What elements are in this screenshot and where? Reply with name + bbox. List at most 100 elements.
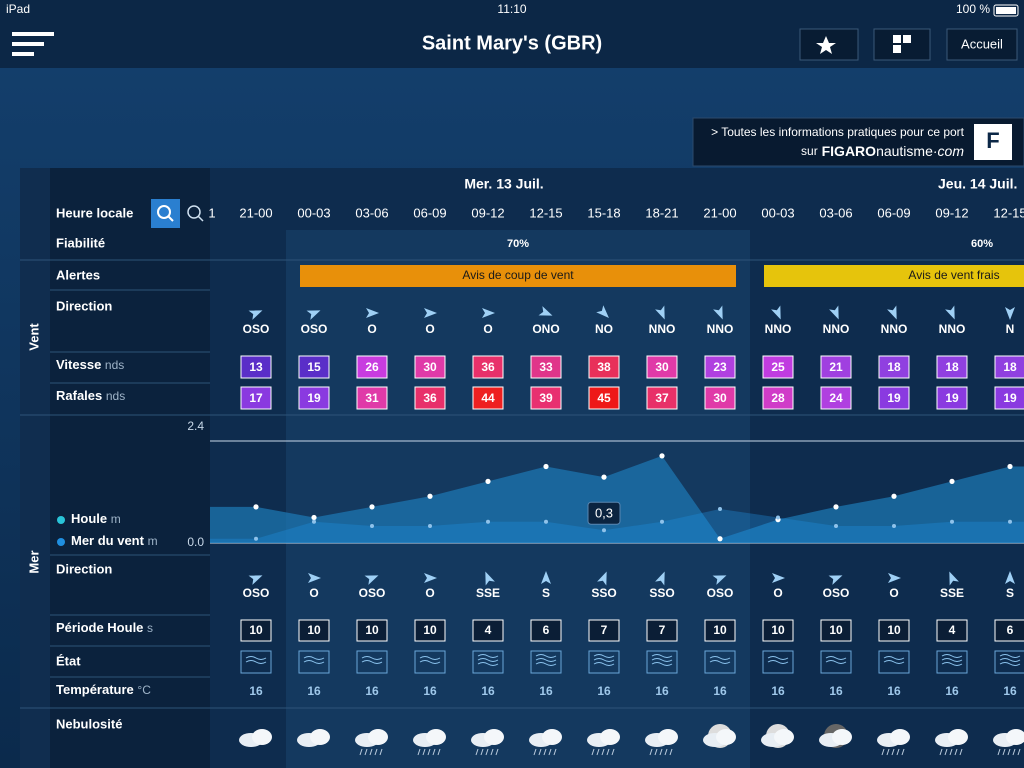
wind-value: 18 xyxy=(887,360,901,374)
alert-bar xyxy=(300,265,736,287)
sea-direction: SSE xyxy=(940,586,964,600)
wind-value: 38 xyxy=(597,360,611,374)
rain-icon xyxy=(475,748,479,756)
battery-fill xyxy=(996,7,1016,14)
period-value: 7 xyxy=(601,623,608,637)
wind-cell xyxy=(704,355,736,379)
area xyxy=(210,455,1024,543)
sea-direction: SSO xyxy=(649,586,674,600)
wind-cell xyxy=(530,355,562,379)
direction-arrow xyxy=(655,571,665,586)
zoom-in-button[interactable] xyxy=(187,205,204,222)
y-tick-label: 2.4 xyxy=(187,419,204,433)
wave-icon xyxy=(999,654,1021,658)
temperature-value: 16 xyxy=(713,684,727,698)
wind-value: 36 xyxy=(481,360,495,374)
rain-icon xyxy=(553,748,557,756)
wind-cell xyxy=(298,386,330,410)
unit: nds xyxy=(106,389,125,403)
ad-banner[interactable] xyxy=(692,117,1024,167)
rain-icon xyxy=(374,748,378,756)
wind-value: 19 xyxy=(307,391,321,405)
data-point xyxy=(311,514,317,521)
state-cell xyxy=(936,650,968,674)
data-point xyxy=(833,504,839,510)
time-label: 12-15 xyxy=(993,205,1024,220)
wind-cell xyxy=(472,386,504,410)
rain-icon xyxy=(364,748,368,756)
rain-icon xyxy=(427,748,431,756)
period-cell xyxy=(414,619,446,642)
sea-direction: SSE xyxy=(476,586,500,600)
wind-direction: O xyxy=(425,322,434,336)
direction-arrow xyxy=(949,571,959,586)
cloud-icon xyxy=(774,729,794,745)
temperature-value: 16 xyxy=(423,684,437,698)
menu-button[interactable] xyxy=(12,32,54,56)
wave-icon xyxy=(593,662,615,666)
legend-entry: Houle m xyxy=(71,511,121,526)
legend-label: Mer du vent xyxy=(71,533,145,548)
time-label: 21-00 xyxy=(703,205,736,220)
wind-value: 30 xyxy=(423,360,437,374)
state-cell xyxy=(472,650,504,674)
data-point xyxy=(486,519,490,524)
state-cell xyxy=(356,650,388,674)
period-cell xyxy=(530,619,562,642)
wave-icon xyxy=(535,662,557,666)
home-button[interactable] xyxy=(946,28,1018,61)
home-button-label: Accueil xyxy=(961,36,1003,51)
sea-direction: OSO xyxy=(823,586,850,600)
cloud-icon xyxy=(542,729,562,745)
wave-icon xyxy=(883,660,905,664)
wind-cell xyxy=(994,355,1024,379)
direction-arrow xyxy=(713,305,723,320)
period-value: 4 xyxy=(949,623,956,637)
period-value: 10 xyxy=(713,623,727,637)
row-label-text: Rafales xyxy=(56,388,102,403)
wave-icon xyxy=(883,656,905,660)
period-cell xyxy=(820,619,852,642)
row-label: Alertes xyxy=(56,267,100,282)
wind-direction: OSO xyxy=(301,322,328,336)
page-title: Saint Mary's (GBR) xyxy=(422,32,602,54)
direction-arrow xyxy=(888,573,901,583)
rain-icon xyxy=(664,748,668,756)
rain-icon xyxy=(417,748,421,756)
widget-button[interactable] xyxy=(873,28,931,61)
rain-icon xyxy=(1002,748,1006,756)
wind-value: 30 xyxy=(655,360,669,374)
wave-icon xyxy=(245,660,267,664)
wind-cell xyxy=(878,355,910,379)
period-value: 10 xyxy=(365,623,379,637)
rain-icon xyxy=(601,748,605,756)
rain-icon xyxy=(359,748,363,756)
cloud-icon xyxy=(368,729,388,745)
cloud-icon xyxy=(426,729,446,745)
direction-arrow xyxy=(366,308,379,318)
rain-icon xyxy=(649,748,653,756)
data-point xyxy=(369,504,375,510)
wind-cell xyxy=(936,386,968,410)
wave-icon xyxy=(303,656,325,660)
cloud-icon xyxy=(600,729,620,745)
temperature-value: 16 xyxy=(481,684,495,698)
wave-icon xyxy=(419,660,441,664)
wave-icon xyxy=(709,660,731,664)
wave-icon xyxy=(709,656,731,660)
period-value: 10 xyxy=(423,623,437,637)
direction-arrow xyxy=(248,310,263,320)
wind-cell xyxy=(240,355,272,379)
area xyxy=(210,509,1024,543)
rain-icon xyxy=(543,748,547,756)
wind-cell xyxy=(762,355,794,379)
sea-direction: SSO xyxy=(591,586,616,600)
wind-value: 30 xyxy=(713,391,727,405)
rain-icon xyxy=(949,748,953,756)
data-point xyxy=(834,524,838,528)
wind-value: 15 xyxy=(307,360,321,374)
ad-brand-suffix: ·com xyxy=(933,143,964,159)
wind-cell xyxy=(356,355,388,379)
wind-value: 44 xyxy=(481,391,495,405)
zoom-out-button[interactable] xyxy=(151,199,180,228)
